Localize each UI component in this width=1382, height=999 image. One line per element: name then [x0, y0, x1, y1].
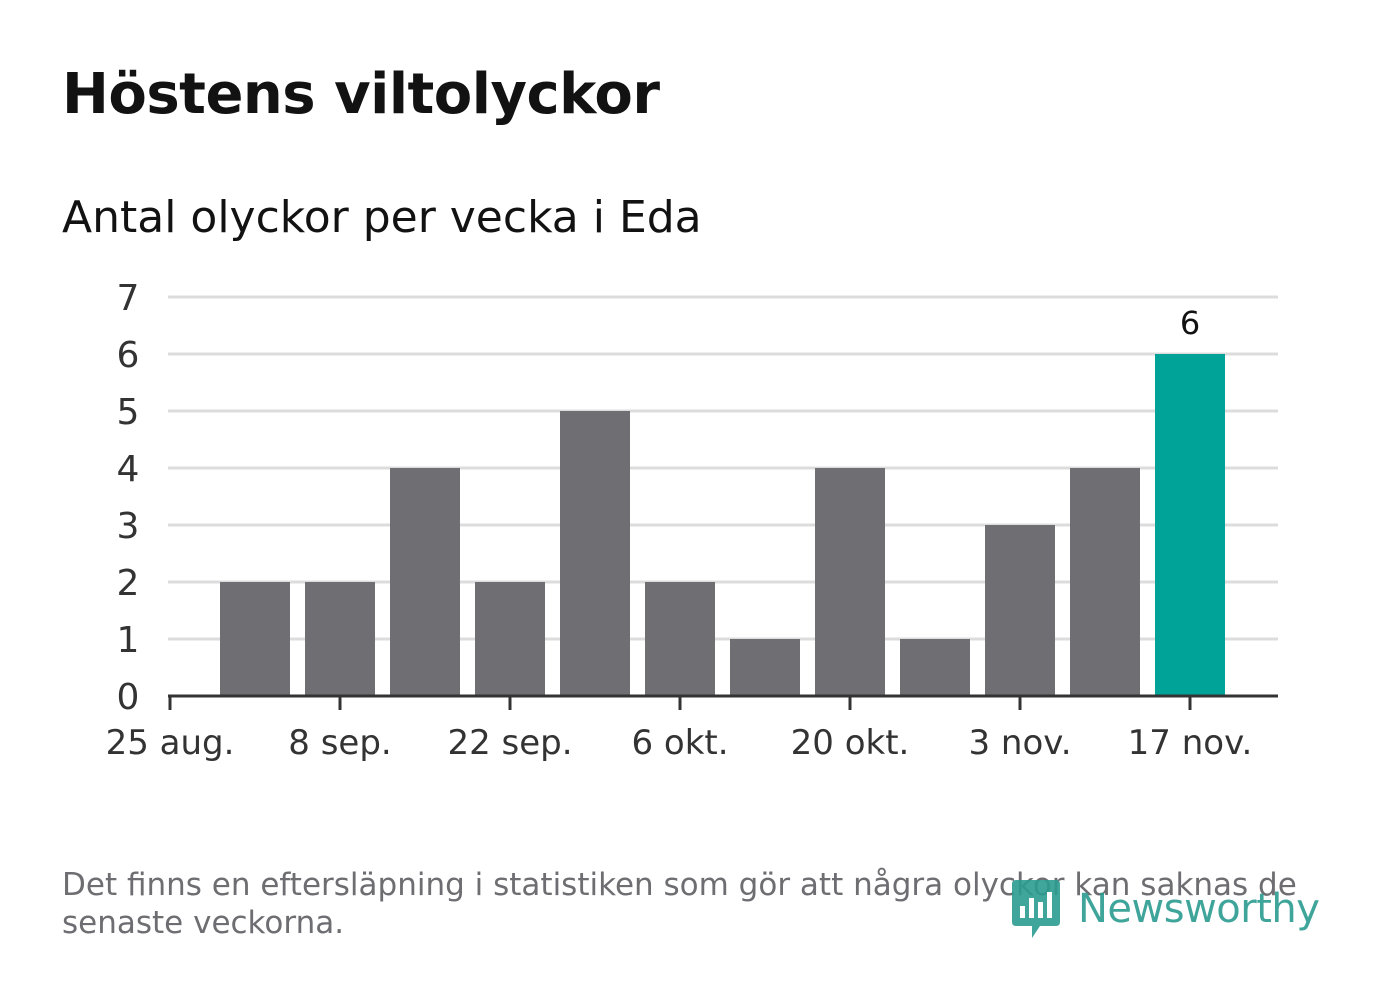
y-axis-labels: 0 1 2 3 4 5 6 7 — [117, 278, 140, 718]
bar — [645, 582, 715, 696]
x-tick-label: 17 nov. — [1128, 723, 1253, 763]
x-tick-label: 20 okt. — [791, 723, 910, 763]
data-label: 6 — [1180, 304, 1200, 342]
newsworthy-logo: Newsworthy — [1010, 876, 1330, 942]
x-tick-label: 3 nov. — [968, 723, 1071, 763]
y-tick-label: 4 — [117, 449, 140, 490]
bar — [560, 411, 630, 696]
data-labels: 6 — [1180, 304, 1200, 342]
x-tick-label: 8 sep. — [288, 723, 391, 763]
x-tick-label: 22 sep. — [447, 723, 572, 763]
newsworthy-logo-icon — [1012, 880, 1060, 938]
x-axis-labels: 25 aug. 8 sep. 22 sep. 6 okt. 20 okt. 3 nov. 1… — [106, 723, 1253, 763]
bar — [985, 525, 1055, 696]
chart-subtitle: Antal olyckor per vecka i Eda — [62, 192, 702, 243]
footnote: Det finns en eftersläpning i statistiken… — [62, 867, 1297, 941]
bar — [730, 639, 800, 696]
y-tick-label: 2 — [117, 563, 140, 604]
y-tick-label: 1 — [117, 620, 140, 661]
bar — [220, 582, 290, 696]
y-tick-label: 6 — [117, 335, 140, 376]
chart-title: Höstens viltolyckor — [62, 62, 660, 127]
bar — [305, 582, 375, 696]
bar — [1070, 468, 1140, 696]
bar — [390, 468, 460, 696]
x-tick-label: 6 okt. — [631, 723, 728, 763]
bar — [900, 639, 970, 696]
x-axis — [168, 694, 1278, 710]
y-tick-label: 0 — [117, 677, 140, 718]
x-tick-label: 25 aug. — [106, 723, 235, 763]
bar — [815, 468, 885, 696]
bar — [475, 582, 545, 696]
y-tick-label: 3 — [117, 506, 140, 547]
bar — [1155, 354, 1225, 696]
y-tick-label: 7 — [117, 278, 140, 319]
y-tick-label: 5 — [117, 392, 140, 433]
newsworthy-logo-text: Newsworthy — [1078, 886, 1320, 932]
bars — [220, 354, 1225, 696]
